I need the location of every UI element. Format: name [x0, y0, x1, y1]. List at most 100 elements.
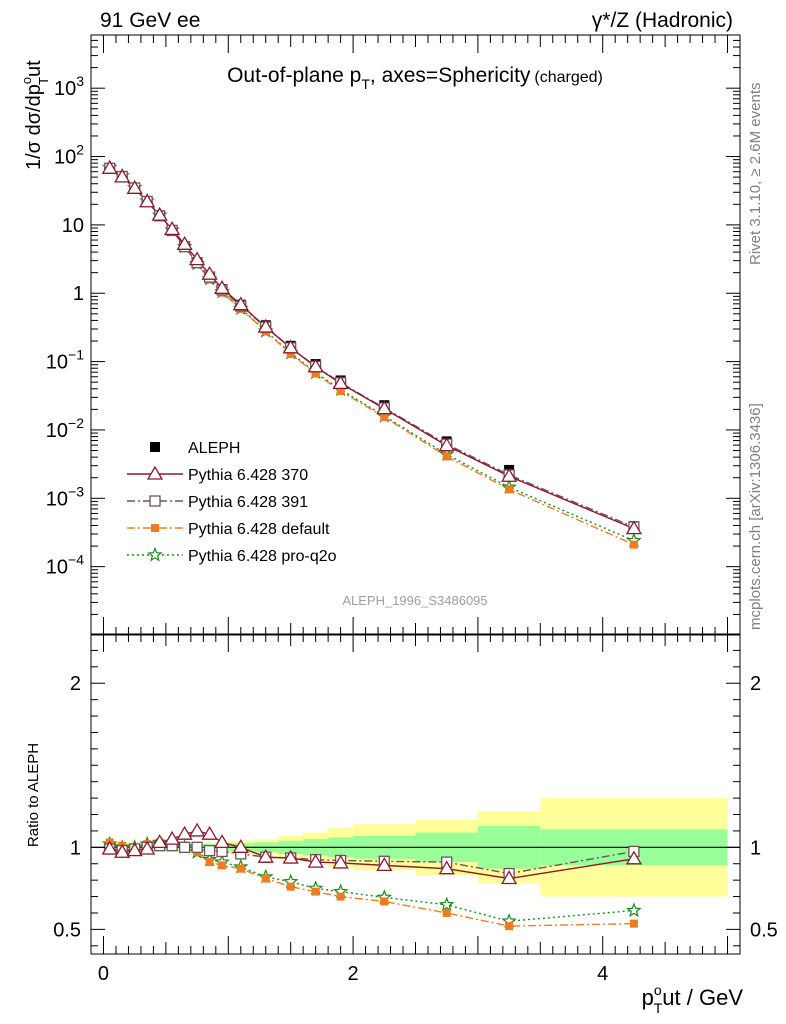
- ratio-marker-s0-9-shape: [213, 834, 231, 849]
- main-y-tick-label: 10−3: [46, 483, 84, 510]
- main-y-tick-exp: 3: [76, 73, 84, 89]
- ratio-marker-s0-3-shape: [139, 840, 156, 855]
- main-marker-s0-15-shape: [376, 400, 393, 415]
- ratio-marker-s3-16-shape: [438, 896, 455, 912]
- ratio-marker-s2-18-shape: [629, 919, 638, 928]
- x-axis-label-sup: o: [654, 982, 662, 998]
- ratio-y-tick-label-right: 1: [750, 837, 761, 859]
- ratio-marker-s0-4-shape: [151, 834, 168, 849]
- ratio-marker-s0-4: [151, 834, 168, 849]
- x-axis-label: po Tut / GeV: [642, 982, 744, 1016]
- main-marker-s2-16-shape: [442, 452, 451, 461]
- main-y-tick-exp: −4: [68, 552, 84, 568]
- main-marker-s0-17: [500, 467, 518, 482]
- main-marker-s0-9-shape: [213, 280, 231, 294]
- ratio-marker-s0-15-shape: [376, 857, 393, 872]
- x-tick-label: 0: [98, 963, 109, 985]
- ratio-marker-s2-18: [629, 919, 638, 928]
- main-marker-s2-15: [380, 413, 389, 422]
- ratio-marker-s1-6: [178, 841, 191, 853]
- main-marker-s0-14-shape: [332, 375, 349, 390]
- legend-marker-3: [151, 524, 159, 532]
- legend-marker-3-shape: [151, 524, 159, 532]
- main-y-axis-label-sub: T: [36, 77, 51, 85]
- ratio-marker-s2-12-shape: [286, 882, 295, 891]
- ratio-marker-s0-10: [232, 839, 249, 853]
- main-marker-s0-5: [163, 221, 181, 236]
- main-marker-s0-15: [376, 400, 393, 415]
- legend: ALEPH Pythia 6.428 370 Pythia 6.428 391 Pyt…: [127, 440, 337, 565]
- ratio-marker-s2-8-shape: [205, 858, 214, 867]
- beam-label: 91 GeV ee: [100, 9, 200, 32]
- legend-entry-1: Pythia 6.428 370: [127, 465, 308, 484]
- ratio-marker-s0-13: [307, 853, 324, 868]
- main-marker-s0-5-shape: [163, 221, 181, 236]
- ratio-marker-s0-7-shape: [188, 822, 206, 837]
- main-y-tick-base: 10: [46, 352, 68, 374]
- mcplots-label: mcplots.cern.ch [arXiv:1306.3436]: [747, 403, 764, 630]
- main-marker-s0-4-shape: [151, 206, 168, 221]
- ratio-marker-s2-15: [380, 897, 389, 906]
- ratio-y-tick-label-left: 2: [70, 673, 81, 695]
- ratio-marker-s0-11: [257, 848, 274, 863]
- main-marker-s0-10: [232, 296, 249, 311]
- legend-label-0: ALEPH: [188, 440, 240, 457]
- main-marker-s0-7: [188, 251, 206, 266]
- ratio-marker-s3-18-shape: [626, 902, 642, 918]
- legend-marker-1-shape: [146, 465, 164, 480]
- main-marker-s0-13: [307, 358, 324, 373]
- main-y-tick-base: 10: [46, 488, 68, 510]
- ratio-marker-s1-7: [191, 841, 203, 853]
- ratio-y-tick-label-left: 0.5: [53, 919, 81, 941]
- main-marker-s2-17: [505, 485, 514, 494]
- legend-entry-2: Pythia 6.428 391: [127, 494, 308, 511]
- ratio-marker-s0-2-shape: [126, 842, 143, 857]
- legend-marker-2-shape: [149, 495, 161, 507]
- main-marker-s0-10-shape: [232, 296, 249, 311]
- main-y-tick-label: 10: [62, 215, 84, 237]
- main-marker-s0-7-shape: [188, 251, 206, 266]
- main-title-text: Out-of-plane p: [227, 64, 361, 87]
- main-axis-ticks: [91, 34, 740, 636]
- ratio-marker-s0-17-shape: [500, 870, 518, 885]
- ratio-y-axis-label: Ratio to ALEPH: [25, 743, 42, 847]
- legend-entry-3: Pythia 6.428 default: [127, 521, 330, 538]
- ratio-y-tick-label-right: 2: [750, 673, 761, 695]
- main-y-tick-label: 10−2: [46, 415, 84, 442]
- main-marker-s0-18: [625, 520, 643, 535]
- main-y-axis-label-end: ut: [23, 60, 45, 77]
- main-marker-s0-11: [257, 318, 274, 333]
- ratio-marker-s2-15-shape: [380, 897, 389, 906]
- ratio-marker-s2-8: [205, 858, 214, 867]
- main-marker-s0-12-shape: [282, 339, 299, 354]
- x-axis-label-sub: T: [654, 1000, 663, 1016]
- legend-label-2: Pythia 6.428 391: [188, 494, 308, 511]
- ratio-marker-s0-0-shape: [101, 840, 118, 855]
- main-y-tick-base: 10: [54, 78, 76, 100]
- ratio-y-tick-label-left: 1: [70, 837, 81, 859]
- main-marker-s0-9: [213, 280, 231, 294]
- ratio-marker-s0-18-shape: [625, 850, 643, 865]
- ratio-marker-s0-14-shape: [332, 854, 349, 869]
- main-title-rest: , axes=Sphericity: [370, 64, 531, 87]
- main-y-tick-exp: −3: [68, 483, 84, 499]
- x-tick-label: 2: [348, 963, 359, 985]
- main-line-3: [109, 166, 635, 542]
- main-marker-s0-0: [101, 160, 118, 174]
- legend-marker-2: [149, 495, 161, 507]
- legend-label-1: Pythia 6.428 370: [188, 467, 308, 484]
- main-y-tick-label: 1: [73, 283, 84, 305]
- main-marker-s0-16: [438, 437, 455, 452]
- main-marker-s2-16: [442, 452, 451, 461]
- main-marker-s0-3: [139, 193, 156, 208]
- main-y-tick-base: 10: [46, 420, 68, 442]
- ratio-marker-s1-8: [203, 844, 216, 857]
- main-marker-s2-15-shape: [380, 413, 389, 422]
- ratio-marker-s2-14-shape: [336, 892, 345, 901]
- ratio-marker-s0-6: [176, 825, 193, 840]
- ratio-marker-s0-12-shape: [282, 849, 299, 864]
- main-y-tick-base: 10: [46, 557, 68, 579]
